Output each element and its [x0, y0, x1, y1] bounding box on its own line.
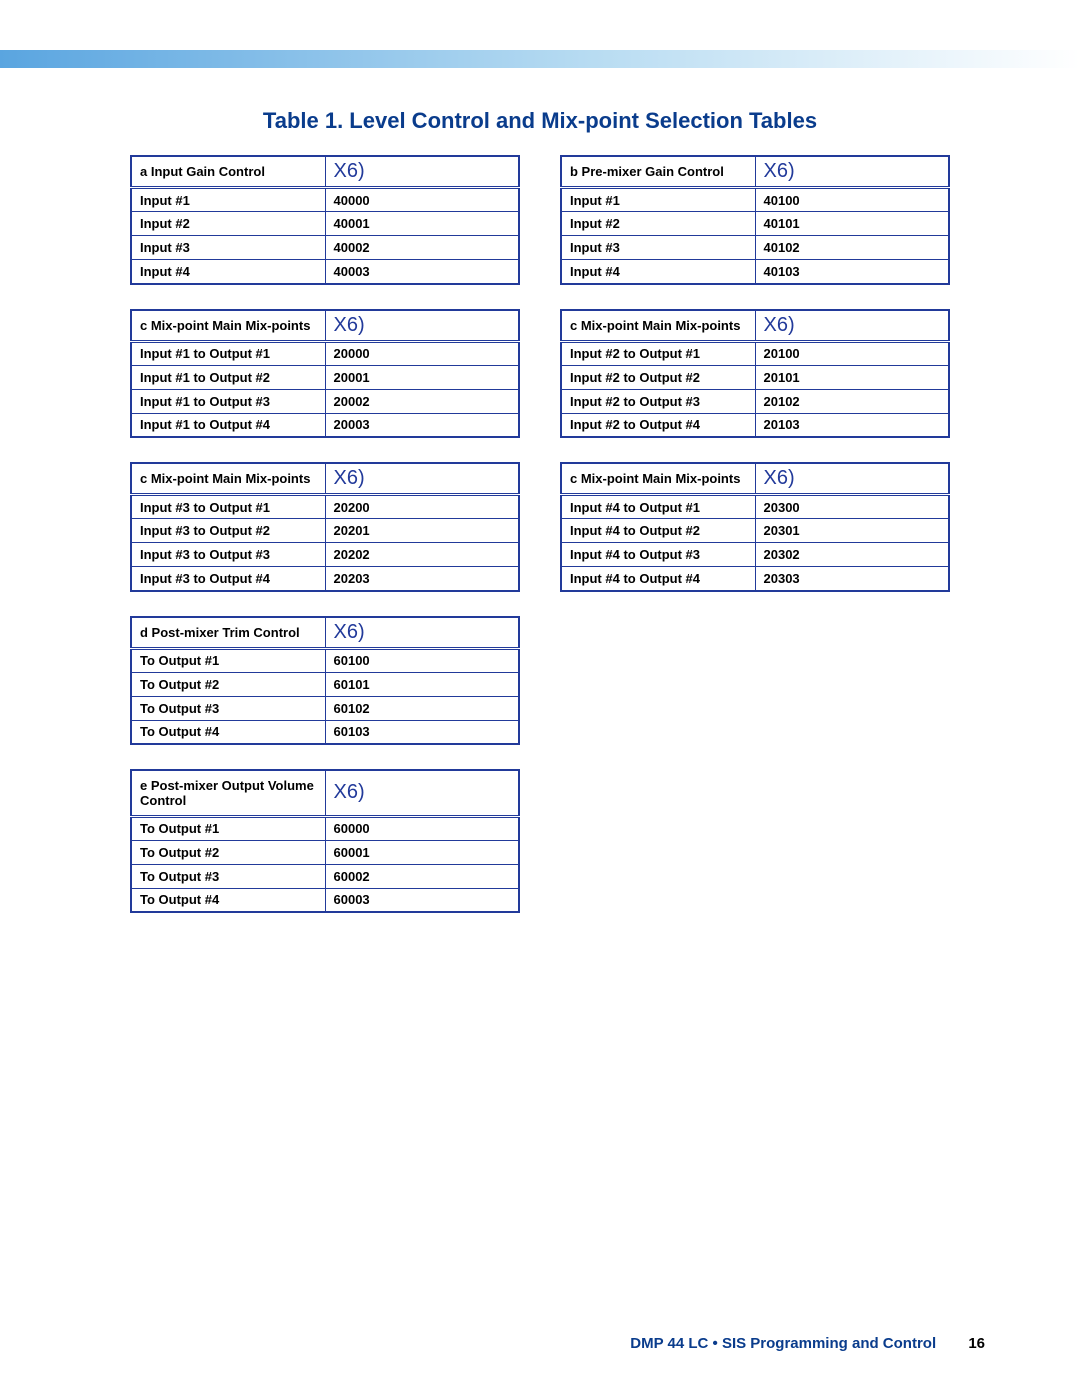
cell: Input #3 to Output #4 — [131, 567, 325, 591]
cell: Input #4 to Output #1 — [561, 495, 755, 519]
page-number: 16 — [968, 1335, 985, 1352]
cell: 20101 — [755, 365, 949, 389]
cell: 40003 — [325, 260, 519, 284]
cell: 40100 — [755, 188, 949, 212]
table-c2-header: c Mix-point Main Mix-points — [561, 310, 755, 342]
cell: 60000 — [325, 816, 519, 840]
cell: 20202 — [325, 543, 519, 567]
cell: 20300 — [755, 495, 949, 519]
cell: Input #2 — [131, 212, 325, 236]
header-band — [0, 50, 1080, 68]
table-row-3: c Mix-point Main Mix-points X6) Input #3… — [130, 462, 950, 592]
cell: 20102 — [755, 389, 949, 413]
cell: Input #4 to Output #3 — [561, 543, 755, 567]
cell: Input #1 to Output #3 — [131, 389, 325, 413]
footer-text: DMP 44 LC • SIS Programming and Control — [630, 1335, 936, 1352]
cell: 20001 — [325, 365, 519, 389]
table-d-header: d Post-mixer Trim Control — [131, 617, 325, 649]
cell: Input #2 — [561, 212, 755, 236]
table-c1-header: c Mix-point Main Mix-points — [131, 310, 325, 342]
table-row-2: c Mix-point Main Mix-points X6) Input #1… — [130, 309, 950, 439]
cell: 60001 — [325, 840, 519, 864]
table-b-header: b Pre-mixer Gain Control — [561, 156, 755, 188]
cell: To Output #2 — [131, 840, 325, 864]
cell: 60102 — [325, 696, 519, 720]
cell: 40101 — [755, 212, 949, 236]
table-c4: c Mix-point Main Mix-points X6) Input #4… — [560, 462, 950, 592]
cell: 20200 — [325, 495, 519, 519]
cell: 20000 — [325, 341, 519, 365]
cell: Input #4 — [131, 260, 325, 284]
cell: 60100 — [325, 648, 519, 672]
table-c3-header: c Mix-point Main Mix-points — [131, 463, 325, 495]
cell: 20303 — [755, 567, 949, 591]
cell: To Output #4 — [131, 720, 325, 744]
cell: Input #3 to Output #2 — [131, 519, 325, 543]
cell: Input #1 — [561, 188, 755, 212]
cell: 40103 — [755, 260, 949, 284]
table-a-header: a Input Gain Control — [131, 156, 325, 188]
cell: To Output #2 — [131, 672, 325, 696]
x6-header: X6) — [325, 617, 519, 649]
cell: 60002 — [325, 864, 519, 888]
cell: 40001 — [325, 212, 519, 236]
table-row-5: e Post-mixer Output Volume Control X6) T… — [130, 769, 950, 913]
x6-header: X6) — [755, 463, 949, 495]
table-row-1: a Input Gain Control X6) Input #140000 I… — [130, 155, 950, 285]
cell: 40002 — [325, 236, 519, 260]
cell: 60003 — [325, 888, 519, 912]
cell: Input #3 to Output #1 — [131, 495, 325, 519]
content-area: a Input Gain Control X6) Input #140000 I… — [130, 155, 950, 937]
x6-header: X6) — [325, 156, 519, 188]
cell: 40102 — [755, 236, 949, 260]
table-e-header: e Post-mixer Output Volume Control — [131, 770, 325, 816]
table-b: b Pre-mixer Gain Control X6) Input #1401… — [560, 155, 950, 285]
table-c4-header: c Mix-point Main Mix-points — [561, 463, 755, 495]
cell: Input #2 to Output #2 — [561, 365, 755, 389]
cell: 20201 — [325, 519, 519, 543]
table-c1: c Mix-point Main Mix-points X6) Input #1… — [130, 309, 520, 439]
cell: Input #2 to Output #3 — [561, 389, 755, 413]
page-title: Table 1. Level Control and Mix-point Sel… — [0, 108, 1080, 134]
x6-header: X6) — [325, 463, 519, 495]
cell: Input #4 — [561, 260, 755, 284]
x6-header: X6) — [325, 310, 519, 342]
cell: 20100 — [755, 341, 949, 365]
cell: To Output #1 — [131, 816, 325, 840]
cell: To Output #4 — [131, 888, 325, 912]
cell: Input #4 to Output #2 — [561, 519, 755, 543]
cell: Input #1 — [131, 188, 325, 212]
table-a: a Input Gain Control X6) Input #140000 I… — [130, 155, 520, 285]
cell: 60103 — [325, 720, 519, 744]
cell: 20003 — [325, 413, 519, 437]
cell: To Output #1 — [131, 648, 325, 672]
x6-header: X6) — [325, 770, 519, 816]
table-d: d Post-mixer Trim Control X6) To Output … — [130, 616, 520, 746]
cell: Input #1 to Output #4 — [131, 413, 325, 437]
cell: Input #3 — [561, 236, 755, 260]
cell: To Output #3 — [131, 696, 325, 720]
cell: 20002 — [325, 389, 519, 413]
cell: 40000 — [325, 188, 519, 212]
cell: Input #2 to Output #1 — [561, 341, 755, 365]
table-c3: c Mix-point Main Mix-points X6) Input #3… — [130, 462, 520, 592]
x6-header: X6) — [755, 310, 949, 342]
cell: Input #1 to Output #2 — [131, 365, 325, 389]
cell: Input #3 to Output #3 — [131, 543, 325, 567]
cell: 60101 — [325, 672, 519, 696]
cell: Input #3 — [131, 236, 325, 260]
cell: Input #1 to Output #1 — [131, 341, 325, 365]
cell: 20301 — [755, 519, 949, 543]
table-c2: c Mix-point Main Mix-points X6) Input #2… — [560, 309, 950, 439]
table-row-4: d Post-mixer Trim Control X6) To Output … — [130, 616, 950, 746]
x6-header: X6) — [755, 156, 949, 188]
cell: Input #4 to Output #4 — [561, 567, 755, 591]
cell: To Output #3 — [131, 864, 325, 888]
table-e: e Post-mixer Output Volume Control X6) T… — [130, 769, 520, 913]
cell: 20203 — [325, 567, 519, 591]
page-footer: DMP 44 LC • SIS Programming and Control … — [630, 1335, 985, 1352]
cell: 20103 — [755, 413, 949, 437]
cell: Input #2 to Output #4 — [561, 413, 755, 437]
cell: 20302 — [755, 543, 949, 567]
